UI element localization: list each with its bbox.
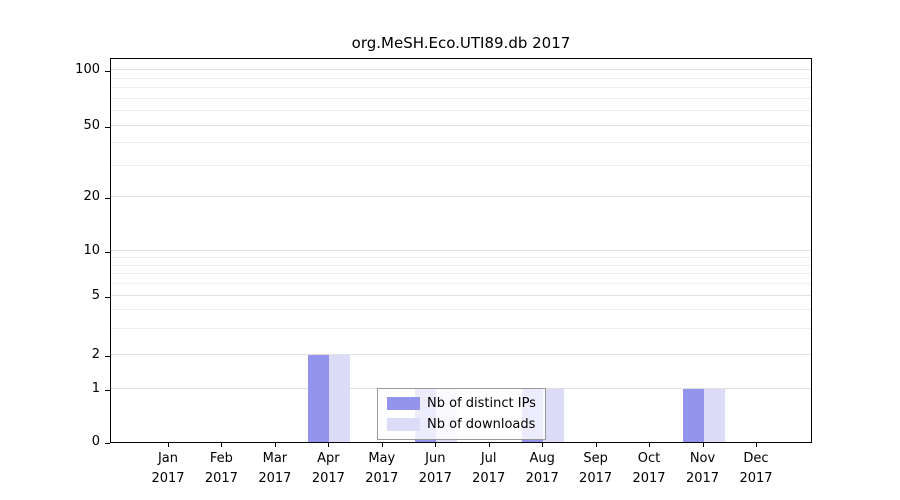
legend-swatch-distinct-ips	[387, 397, 420, 410]
y-tick	[105, 71, 110, 73]
y-tick-label: 10	[83, 243, 100, 258]
legend-item-downloads: Nb of downloads	[387, 417, 536, 432]
x-tick	[221, 443, 223, 447]
x-tick	[542, 443, 544, 447]
y-tick-label: 5	[91, 288, 100, 304]
x-tick-label: Jan 2017	[151, 451, 185, 486]
x-tick-label: Dec 2017	[739, 451, 773, 486]
x-tick-label: Nov 2017	[685, 451, 720, 486]
x-tick	[168, 443, 169, 447]
major-gridline	[111, 196, 811, 198]
y-tick	[105, 198, 110, 200]
x-tick	[328, 443, 330, 447]
x-tick-label: Oct 2017	[632, 451, 666, 486]
legend: Nb of distinct IPs Nb of downloads	[377, 388, 546, 440]
minor-gridline	[111, 110, 811, 112]
y-tick	[105, 443, 110, 444]
y-tick	[105, 252, 110, 253]
bar-downloads-nov	[703, 388, 725, 442]
bar-downloads-apr	[329, 355, 351, 442]
plot-area: Nb of distinct IPs Nb of downloads	[110, 58, 812, 443]
y-tick-label: 1	[91, 380, 100, 396]
legend-item-distinct-ips: Nb of distinct IPs	[387, 396, 536, 411]
major-gridline	[111, 354, 811, 355]
minor-gridline	[111, 77, 811, 79]
x-tick-label: Jun 2017	[418, 451, 452, 486]
x-tick	[595, 443, 597, 447]
minor-gridline	[111, 327, 811, 329]
y-tick-label: 0	[91, 434, 100, 449]
y-tick	[105, 389, 110, 391]
minor-gridline	[111, 87, 811, 89]
major-gridline	[111, 124, 811, 126]
x-tick-label: Jul 2017	[472, 451, 506, 486]
major-gridline	[111, 295, 811, 297]
y-tick-label: 20	[83, 189, 100, 205]
x-tick-label: Feb 2017	[204, 451, 238, 486]
bar-distinct-ips-apr	[308, 355, 330, 442]
major-gridline	[111, 69, 811, 71]
minor-gridline	[111, 142, 811, 144]
minor-gridline	[111, 256, 811, 258]
x-tick	[435, 443, 437, 447]
legend-label-downloads: Nb of downloads	[427, 417, 536, 432]
x-tick-label: Aug 2017	[525, 451, 559, 486]
legend-swatch-downloads	[387, 418, 420, 431]
minor-gridline	[111, 97, 811, 99]
x-tick-label: Apr 2017	[311, 451, 345, 486]
minor-gridline	[111, 264, 811, 266]
x-tick-label: Mar 2017	[258, 451, 292, 486]
y-tick-label: 2	[91, 347, 100, 362]
x-tick	[274, 443, 276, 447]
chart-title: org.MeSH.Eco.UTI89.db 2017	[351, 34, 571, 52]
x-tick	[649, 443, 650, 447]
minor-gridline	[111, 309, 811, 311]
y-tick	[105, 297, 110, 299]
y-tick	[105, 356, 110, 357]
y-tick-label: 50	[83, 117, 100, 133]
minor-gridline	[111, 164, 811, 166]
x-tick	[488, 443, 490, 447]
x-tick	[756, 443, 757, 447]
y-tick	[105, 126, 110, 128]
major-gridline	[111, 250, 811, 251]
y-tick-label: 100	[75, 62, 100, 78]
x-tick	[381, 443, 383, 447]
legend-label-distinct-ips: Nb of distinct IPs	[427, 396, 536, 411]
x-tick	[702, 443, 704, 447]
x-tick-label: Sep 2017	[579, 451, 613, 486]
minor-gridline	[111, 273, 811, 275]
minor-gridline	[111, 283, 811, 285]
x-tick-label: May 2017	[365, 451, 399, 486]
bar-distinct-ips-nov	[682, 388, 704, 442]
bar-downloads-aug	[543, 388, 565, 442]
